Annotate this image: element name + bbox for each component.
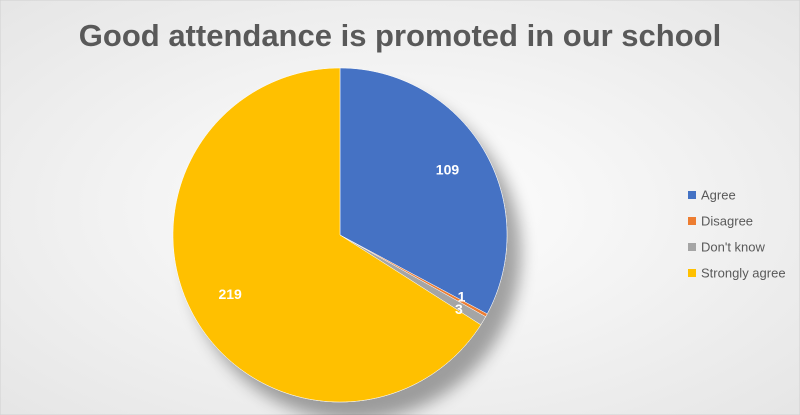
legend-swatch (688, 191, 696, 199)
pie-slice (339, 67, 508, 315)
pie (172, 67, 508, 403)
legend: Agree Disagree Don't know Strongly agree (688, 187, 786, 280)
chart-title: Good attendance is promoted in our schoo… (79, 18, 721, 53)
data-label: 219 (218, 286, 242, 302)
legend-swatch (688, 243, 696, 251)
labels: 109 13 219 (218, 161, 465, 317)
legend-label: Don't know (701, 239, 766, 254)
legend-label: Strongly agree (701, 265, 786, 280)
pie-slice (172, 67, 482, 403)
legend-label: Disagree (701, 213, 753, 228)
data-label: 1 (458, 288, 466, 304)
data-label: 3 (455, 301, 463, 317)
legend-swatch (688, 269, 696, 277)
legend-label: Agree (701, 187, 736, 202)
data-label: 109 (436, 161, 460, 177)
legend-swatch (688, 217, 696, 225)
